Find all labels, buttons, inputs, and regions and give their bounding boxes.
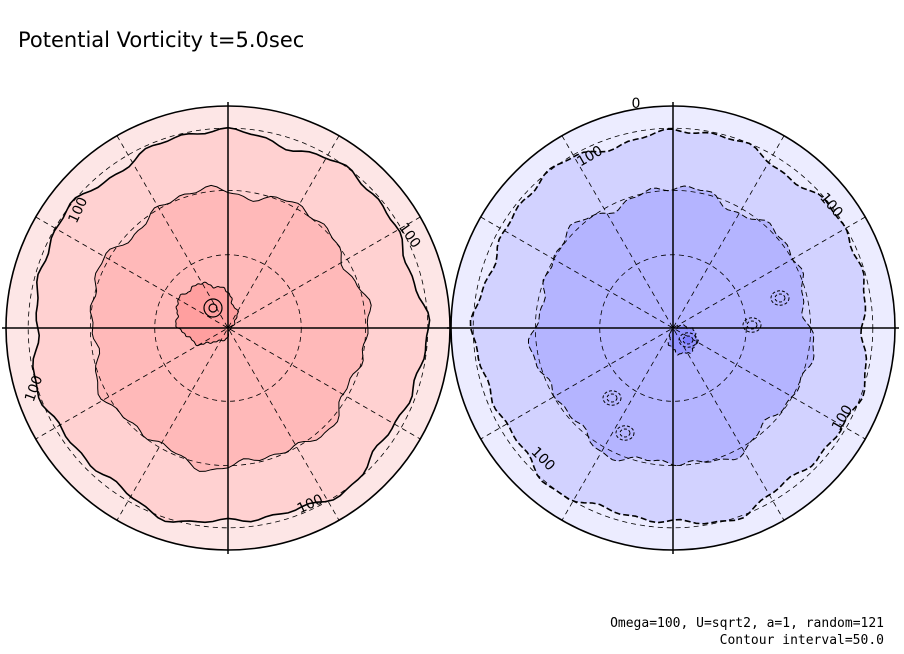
parameters-note: Omega=100, U=sqrt2, a=1, random=121: [610, 616, 884, 631]
fill-level-2: [528, 185, 815, 467]
meridian-line: [35, 216, 421, 440]
vortex-ring: [682, 335, 694, 345]
meridian-line: [116, 135, 340, 521]
meridian-line: [116, 135, 340, 521]
meridian-line: [480, 216, 866, 440]
vortex-ring: [208, 303, 218, 313]
vortex-ring: [678, 332, 698, 348]
meridian-line: [480, 216, 866, 440]
vortex-ring: [619, 428, 631, 438]
vortex-ring: [746, 320, 758, 330]
vortex-ring: [606, 393, 618, 403]
meridian-line: [561, 135, 785, 521]
vortex-ring: [742, 317, 762, 333]
vortex-ring: [770, 290, 790, 306]
hemisphere-boundary: [450, 105, 896, 551]
contour-interval-note: Contour interval=50.0: [720, 633, 884, 648]
meridian-line: [561, 135, 785, 521]
vortex-ring: [602, 390, 622, 406]
chart-title: Potential Vorticity t=5.0sec: [18, 28, 304, 52]
contour-label: 0: [632, 96, 641, 112]
vortex-ring: [615, 425, 635, 441]
meridian-line: [35, 216, 421, 440]
vortex-ring: [774, 293, 786, 303]
vortex-ring: [203, 298, 223, 318]
